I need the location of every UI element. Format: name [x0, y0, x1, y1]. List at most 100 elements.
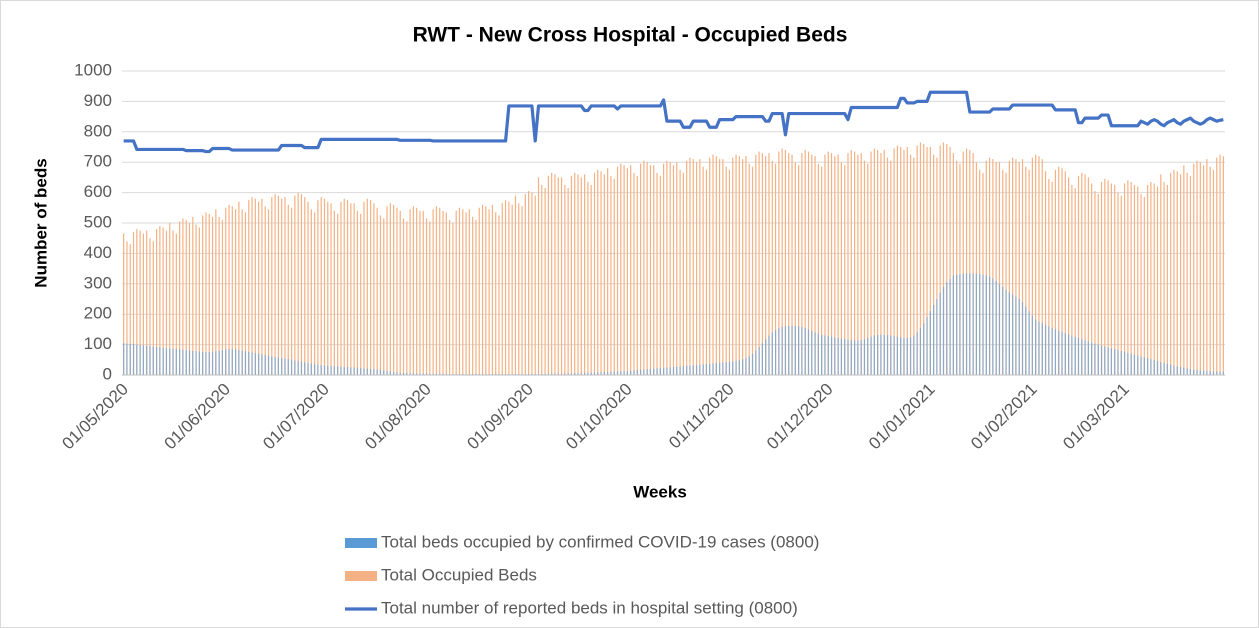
- bar: [379, 369, 382, 375]
- bar: [942, 142, 945, 375]
- bar: [1143, 197, 1145, 375]
- bar: [1031, 157, 1033, 375]
- bar: [221, 350, 224, 375]
- bar: [1038, 321, 1040, 375]
- bar: [936, 299, 938, 375]
- y-tick-label: 500: [84, 212, 112, 231]
- bar: [333, 366, 335, 375]
- bar: [1156, 186, 1159, 375]
- bar: [923, 323, 925, 375]
- bar: [327, 201, 329, 375]
- bar: [926, 317, 928, 375]
- bar: [830, 153, 833, 375]
- bar: [959, 274, 961, 375]
- bar: [1117, 350, 1119, 375]
- bar: [972, 273, 974, 375]
- bar: [317, 200, 319, 375]
- bar: [1189, 368, 1192, 375]
- bar: [969, 273, 971, 375]
- bar: [844, 339, 846, 375]
- bar: [429, 373, 431, 375]
- bar: [383, 370, 385, 375]
- bar: [1196, 369, 1198, 375]
- bar: [972, 153, 974, 375]
- bar: [402, 218, 405, 375]
- bar: [801, 326, 803, 375]
- bar: [327, 365, 329, 375]
- bar: [873, 335, 875, 375]
- bar: [1173, 365, 1175, 375]
- bar: [1107, 347, 1109, 375]
- bar: [646, 162, 648, 375]
- bar: [1130, 353, 1132, 375]
- bar: [712, 154, 714, 375]
- bar: [439, 373, 441, 375]
- bar: [788, 153, 790, 375]
- bar: [126, 343, 128, 375]
- bar: [801, 153, 803, 375]
- bar: [593, 372, 596, 375]
- bar: [906, 337, 908, 375]
- bar: [1193, 163, 1195, 375]
- bar: [337, 213, 339, 375]
- bar: [725, 166, 727, 375]
- bar: [791, 325, 793, 375]
- bar: [1044, 171, 1047, 375]
- bar: [346, 367, 349, 375]
- bar: [551, 373, 553, 375]
- bar: [1212, 169, 1215, 375]
- bar: [346, 200, 349, 375]
- bar: [1123, 351, 1126, 375]
- bar: [149, 238, 151, 375]
- bar: [715, 156, 717, 375]
- bar: [992, 159, 994, 375]
- bar: [123, 233, 125, 375]
- bar: [1104, 346, 1106, 375]
- bar: [718, 362, 721, 375]
- bar: [909, 154, 912, 375]
- bar: [554, 373, 556, 375]
- bar: [982, 172, 984, 375]
- bar: [544, 373, 546, 375]
- bar: [211, 351, 214, 375]
- bar: [616, 371, 619, 375]
- bar: [623, 165, 625, 375]
- bar: [580, 373, 582, 375]
- bar: [702, 166, 704, 375]
- bar: [896, 145, 898, 375]
- bar: [218, 216, 220, 375]
- bar: [369, 368, 372, 375]
- bar: [564, 185, 566, 375]
- bar: [179, 221, 181, 375]
- y-tick-label: 600: [84, 182, 112, 201]
- bar: [774, 330, 777, 375]
- bar: [649, 368, 652, 375]
- bar: [508, 201, 510, 375]
- bar: [735, 154, 737, 375]
- bar: [817, 333, 819, 375]
- bar: [1058, 166, 1060, 375]
- bar: [271, 356, 273, 375]
- bar: [877, 334, 879, 375]
- bar: [547, 175, 549, 375]
- y-tick-label: 100: [84, 334, 112, 353]
- bar: [682, 172, 684, 375]
- bar: [613, 178, 615, 375]
- bar: [748, 356, 750, 375]
- bar: [238, 201, 240, 375]
- bar: [132, 343, 135, 375]
- bar: [363, 201, 365, 375]
- bar: [425, 218, 428, 375]
- bar: [745, 357, 747, 375]
- bar: [393, 204, 395, 375]
- bar: [155, 229, 158, 375]
- bar: [416, 207, 418, 375]
- bar: [1160, 361, 1162, 375]
- bar: [705, 364, 708, 375]
- bar: [1018, 162, 1020, 375]
- bar: [616, 166, 619, 375]
- bar: [129, 343, 131, 375]
- bar: [442, 210, 444, 375]
- bar: [755, 154, 757, 375]
- bar: [314, 212, 316, 375]
